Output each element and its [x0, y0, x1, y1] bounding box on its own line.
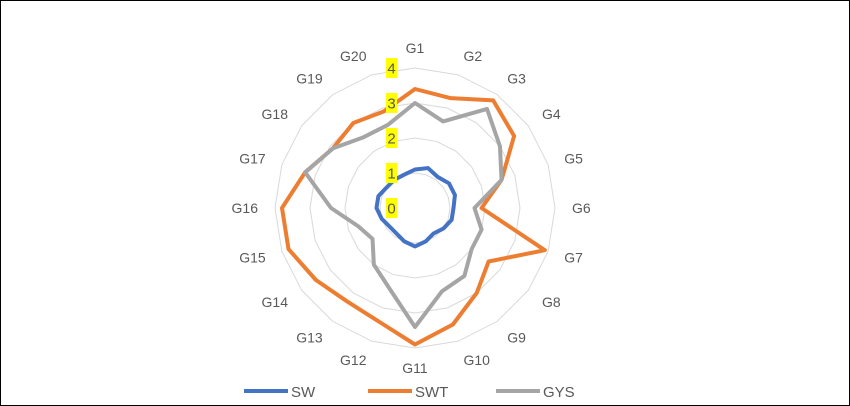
svg-text:1: 1: [387, 166, 395, 183]
category-label-g4: G4: [542, 106, 561, 122]
category-label-g7: G7: [564, 249, 583, 265]
category-label-g12: G12: [340, 352, 367, 368]
category-label-g20: G20: [340, 48, 367, 64]
series-line-gys: [303, 101, 504, 329]
legend: SW SWT GYS: [244, 384, 575, 401]
legend-label-sw: SW: [291, 384, 316, 401]
svg-text:3: 3: [387, 96, 395, 113]
category-label-g2: G2: [464, 48, 483, 64]
radial-tick-labels: 0 1 2 3 4: [386, 58, 397, 218]
category-label-g10: G10: [464, 352, 491, 368]
grid-ring-2: [344, 137, 486, 279]
category-label-g9: G9: [507, 329, 526, 345]
category-label-g8: G8: [542, 294, 561, 310]
category-label-g17: G17: [239, 151, 266, 167]
svg-text:4: 4: [387, 61, 395, 78]
svg-text:0: 0: [387, 201, 395, 218]
category-label-g18: G18: [262, 106, 289, 122]
radar-series: [280, 87, 547, 347]
category-label-g15: G15: [239, 249, 266, 265]
category-label-g16: G16: [232, 200, 259, 216]
radar-grid: [274, 67, 556, 349]
tick-label-1: 1: [386, 163, 397, 183]
category-label-g11: G11: [402, 360, 428, 376]
category-label-g6: G6: [572, 200, 591, 216]
legend-item-gys: GYS: [496, 384, 575, 401]
category-label-g19: G19: [296, 71, 323, 87]
category-label-g5: G5: [564, 151, 583, 167]
category-label-g3: G3: [507, 71, 526, 87]
legend-label-gys: GYS: [543, 384, 575, 401]
tick-label-0: 0: [386, 198, 397, 218]
series-line-swt: [280, 87, 547, 347]
tick-label-3: 3: [386, 93, 397, 113]
legend-item-swt: SWT: [368, 384, 448, 401]
category-labels: G1 G2 G3 G4 G5 G6 G7 G8 G9 G10 G11 G12 G13 G14 G15 G16 G…: [232, 40, 591, 376]
legend-item-sw: SW: [244, 384, 316, 401]
grid-ring-4: [274, 67, 556, 349]
category-label-g14: G14: [262, 294, 289, 310]
svg-text:2: 2: [387, 131, 395, 148]
tick-label-2: 2: [386, 128, 397, 148]
tick-label-4: 4: [386, 58, 397, 78]
category-label-g1: G1: [406, 40, 425, 56]
series-line-sw: [374, 166, 457, 249]
category-label-g13: G13: [296, 329, 323, 345]
legend-label-swt: SWT: [415, 384, 448, 401]
